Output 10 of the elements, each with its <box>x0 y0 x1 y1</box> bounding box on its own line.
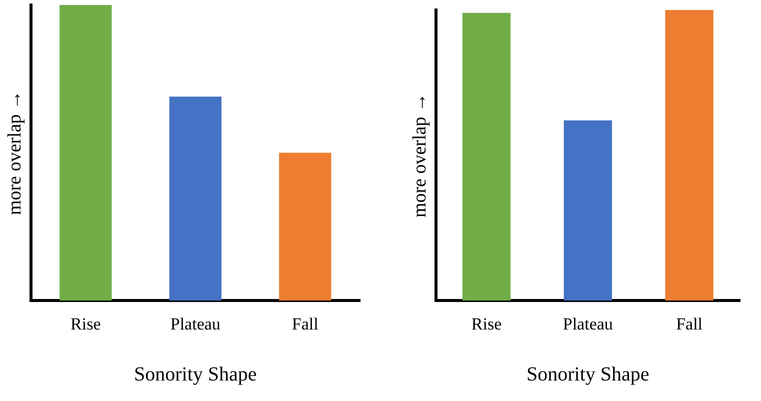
x-tick-label: Plateau <box>170 314 221 334</box>
x-tick-label: Rise <box>70 314 101 334</box>
y-axis-title: more overlap → <box>4 90 26 216</box>
x-tick-label: Fall <box>292 314 319 334</box>
x-axis-title: Sonority Shape <box>526 363 650 386</box>
x-tick-label: Plateau <box>562 314 614 334</box>
x-axis-title: Sonority Shape <box>134 363 257 386</box>
x-tick-label: Rise <box>471 314 502 334</box>
y-axis-title: more overlap → <box>409 93 430 218</box>
x-tick-label: Fall <box>676 314 703 334</box>
